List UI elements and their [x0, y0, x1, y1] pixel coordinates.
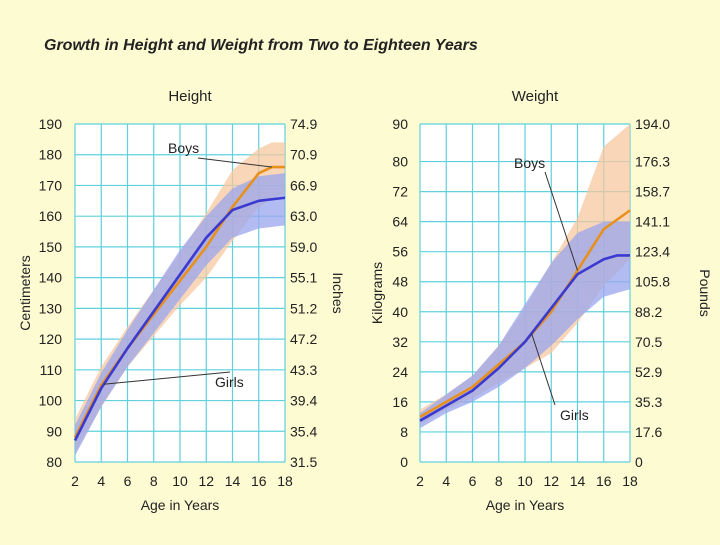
y-tick-label-left: 0	[400, 454, 408, 470]
annotation-label: Girls	[560, 407, 589, 423]
y-tick-label-left: 90	[392, 116, 408, 132]
chart-title: Growth in Height and Weight from Two to …	[44, 37, 478, 54]
y-tick-label-right: 66.9	[290, 177, 317, 193]
x-axis-label: Age in Years	[486, 497, 565, 513]
y-tick-label-left: 150	[39, 239, 63, 255]
series-line-girls	[73, 196, 286, 442]
y-tick-label-left: 190	[39, 116, 63, 132]
x-tick-label: 14	[225, 473, 241, 489]
x-tick-label: 4	[97, 473, 105, 489]
x-tick-label: 2	[416, 473, 424, 489]
y-tick-label-right: 0	[635, 454, 643, 470]
x-tick-label: 8	[150, 473, 158, 489]
x-tick-label: 6	[124, 473, 132, 489]
annotation-label: Boys	[514, 155, 545, 171]
panel-subtitle: Weight	[512, 88, 559, 105]
x-tick-label: 18	[622, 473, 638, 489]
y-tick-label-left: 120	[39, 331, 63, 347]
y-tick-label-left: 140	[39, 270, 63, 286]
y-tick-label-left: 110	[40, 362, 63, 378]
y-tick-label-right: 176.3	[635, 154, 670, 170]
x-tick-label: 4	[442, 473, 450, 489]
y-tick-label-right: 70.5	[635, 334, 662, 350]
x-tick-label: 10	[517, 473, 533, 489]
y-tick-label-right: 35.4	[290, 423, 317, 439]
y-tick-label-left: 56	[392, 244, 408, 260]
y-tick-label-right: 55.1	[290, 270, 317, 286]
series-line-girls	[419, 254, 630, 422]
y-tick-label-left: 160	[39, 208, 63, 224]
weight-panel: Weight0816243240485664728090017.635.352.…	[369, 88, 713, 513]
y-axis-label-right: Pounds	[697, 269, 713, 316]
y-tick-label-right: 194.0	[635, 116, 670, 132]
y-tick-label-left: 80	[46, 454, 62, 470]
y-tick-label-right: 31.5	[290, 454, 317, 470]
y-axis-label-left: Kilograms	[369, 262, 385, 324]
x-tick-label: 14	[570, 473, 586, 489]
annotation-leader	[544, 171, 578, 271]
annotation-leader	[103, 371, 231, 385]
annotation-leader	[197, 157, 272, 168]
x-tick-label: 16	[596, 473, 612, 489]
y-tick-label-right: 43.3	[290, 362, 317, 378]
y-tick-label-right: 70.9	[290, 147, 317, 163]
x-axis-label: Age in Years	[141, 497, 220, 513]
y-tick-label-left: 24	[392, 364, 408, 380]
y-tick-label-right: 158.7	[635, 184, 670, 200]
y-tick-label-left: 32	[392, 334, 408, 350]
height-panel: Height 80 90 100 110 120 130 140 150 160 170 180 190…	[17, 88, 346, 513]
x-tick-label: 18	[277, 473, 293, 489]
y-tick-label-right: 88.2	[635, 304, 662, 320]
y-tick-label-left: 72	[392, 184, 408, 200]
y-tick-label-right: 51.2	[290, 300, 317, 316]
y-tick-label-left: 64	[392, 214, 408, 230]
x-tick-label: 10	[172, 473, 188, 489]
y-tick-label-left: 80	[392, 154, 408, 170]
y-tick-label-left: 90	[46, 423, 62, 439]
y-tick-label-left: 100	[39, 393, 63, 409]
y-axis-label-right: Inches	[330, 272, 346, 313]
y-tick-label-left: 180	[39, 147, 63, 163]
y-tick-label-left: 170	[39, 177, 63, 193]
y-tick-label-right: 35.3	[635, 394, 662, 410]
x-tick-label: 12	[543, 473, 559, 489]
annotation-label: Boys	[168, 140, 199, 156]
y-tick-label-left: 8	[400, 424, 408, 440]
annotation-label: Girls	[215, 374, 244, 390]
y-tick-label-right: 63.0	[290, 208, 317, 224]
y-tick-label-right: 52.9	[635, 364, 662, 380]
x-tick-label: 12	[198, 473, 214, 489]
y-axis-label-left: Centimeters	[17, 255, 33, 330]
x-tick-label: 6	[469, 473, 477, 489]
y-tick-label-left: 48	[392, 274, 408, 290]
y-tick-label-right: 59.0	[290, 239, 317, 255]
y-tick-label-right: 105.8	[635, 274, 670, 290]
y-tick-label-right: 17.6	[635, 424, 662, 440]
y-tick-label-right: 47.2	[290, 331, 317, 347]
y-tick-label-right: 39.4	[290, 393, 317, 409]
annotation-leader	[531, 333, 556, 406]
y-tick-label-right: 123.4	[635, 244, 670, 260]
panel-subtitle: Height	[168, 88, 212, 105]
y-tick-label-left: 16	[392, 394, 408, 410]
y-tick-label-left: 130	[39, 300, 63, 316]
x-tick-label: 8	[495, 473, 503, 489]
y-tick-label-right: 74.9	[290, 116, 317, 132]
y-tick-label-right: 141.1	[635, 214, 670, 230]
y-tick-label-left: 40	[392, 304, 408, 320]
x-tick-label: 16	[251, 473, 267, 489]
x-tick-label: 2	[71, 473, 79, 489]
